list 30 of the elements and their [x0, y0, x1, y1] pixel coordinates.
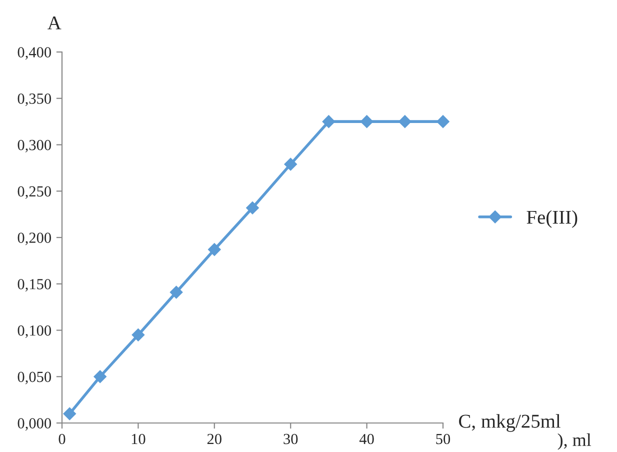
- point: [132, 328, 145, 342]
- point: [94, 370, 107, 384]
- point: [284, 158, 298, 171]
- y-tick-label: 0,300: [18, 140, 51, 152]
- point: [208, 243, 221, 256]
- x-tick-label: 40: [359, 434, 374, 444]
- point: [170, 286, 183, 299]
- y-tick-label: 0,050: [18, 372, 51, 384]
- point: [436, 115, 450, 128]
- x-axis-title: C, mkg/25ml: [459, 414, 560, 432]
- text: ), ml: [558, 433, 592, 450]
- point: [246, 201, 259, 214]
- point: [322, 115, 336, 128]
- y-tick-label: 0,400: [18, 47, 51, 60]
- legend-label: Fe(III): [526, 210, 578, 228]
- x-tick-label: 10: [132, 434, 146, 444]
- y-tick-label: 0,100: [18, 325, 51, 338]
- y-tick-label: 0,200: [18, 232, 51, 246]
- x-tick-label: 20: [207, 434, 222, 444]
- point: [360, 115, 374, 128]
- x-tick-label: 50: [436, 434, 450, 444]
- point: [398, 115, 412, 128]
- x-tick-label: 0: [58, 434, 66, 444]
- point: [63, 407, 76, 420]
- y-tick-label: 0,250: [18, 186, 51, 199]
- y-axis-title: A: [48, 16, 62, 30]
- x-tick-label: 30: [284, 434, 298, 444]
- y-tick-label: 0,350: [18, 94, 51, 106]
- y-tick-label: 0,150: [18, 279, 51, 292]
- y-tick-label: 0,000: [18, 418, 51, 431]
